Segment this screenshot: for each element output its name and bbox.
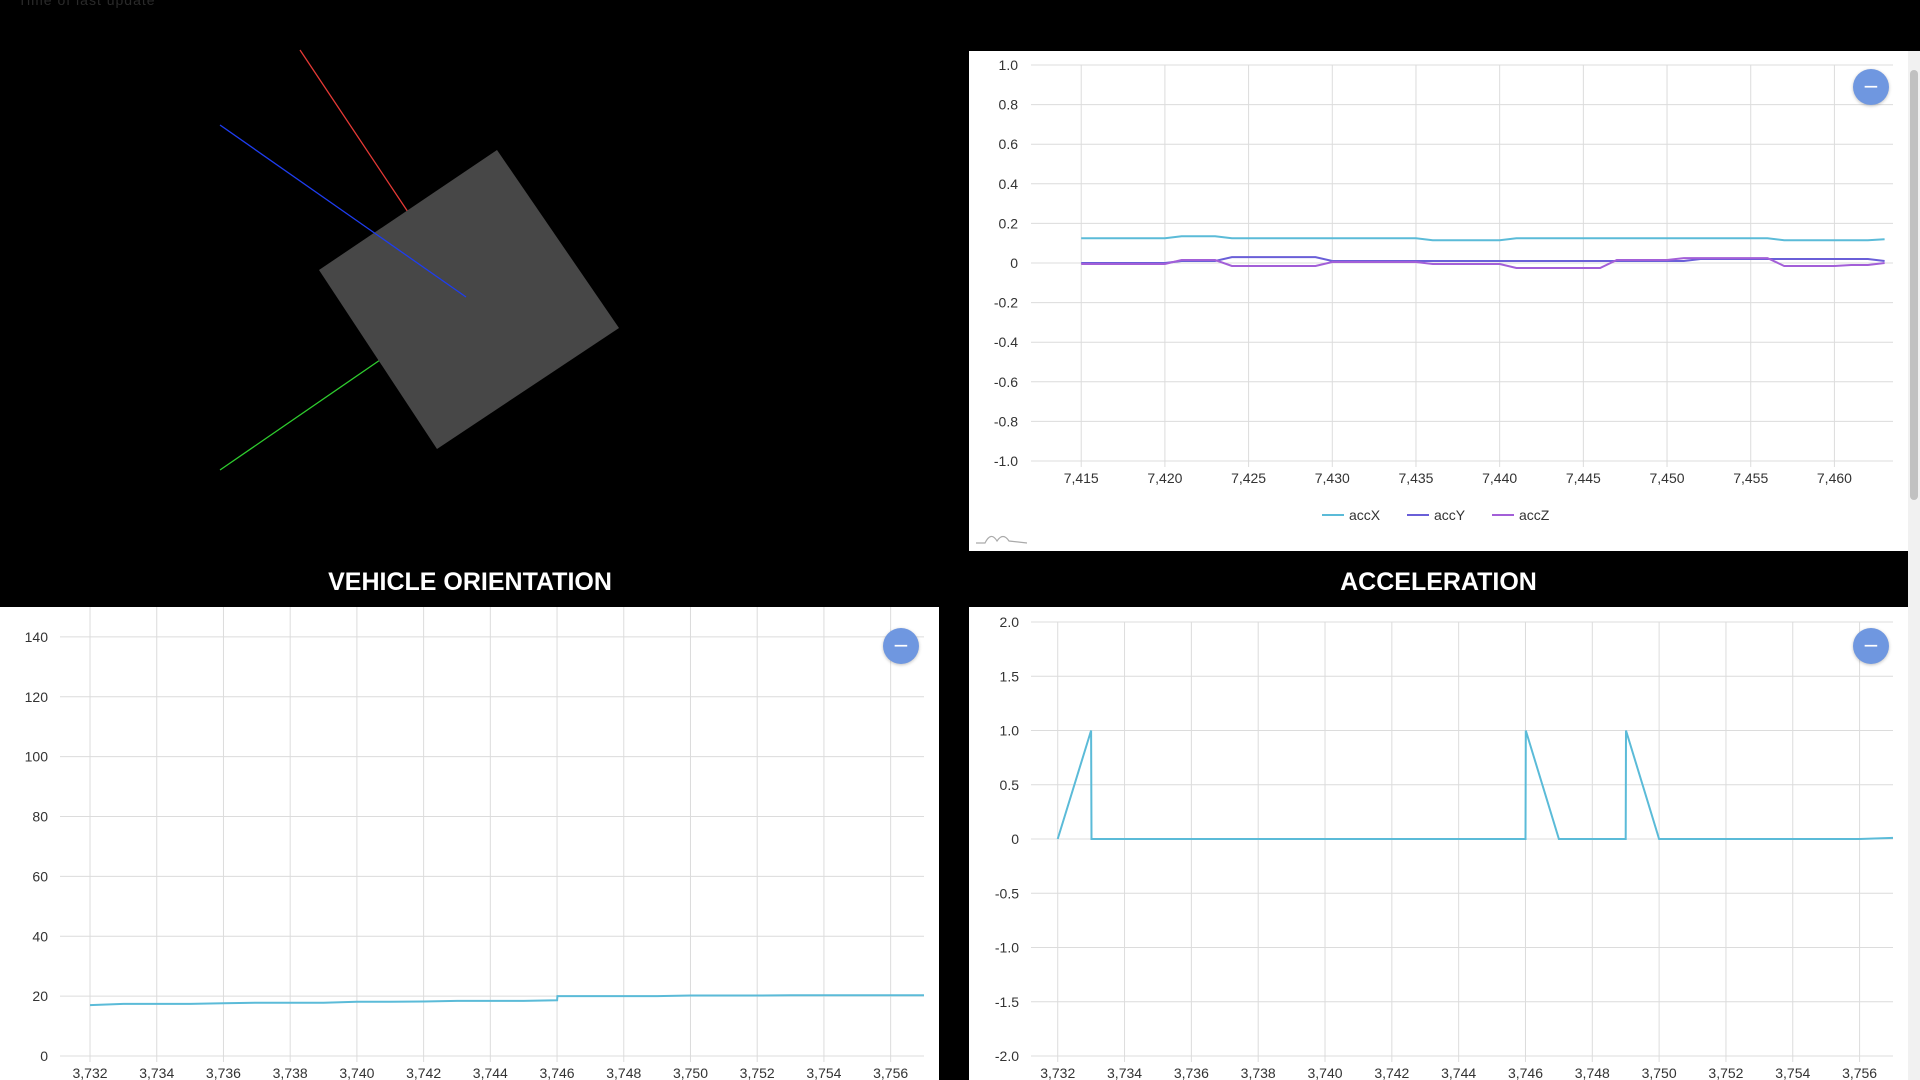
y-tick-label: 20 [32, 988, 48, 1004]
x-tick-label: 7,445 [1566, 470, 1601, 486]
x-tick-label: 7,435 [1398, 470, 1433, 486]
orientation-3d-viewport[interactable] [0, 0, 940, 560]
z-axis-line [219, 359, 381, 471]
y-tick-label: -0.6 [994, 374, 1018, 390]
y-tick-label: -0.5 [995, 885, 1019, 901]
x-tick-label: 3,738 [1241, 1065, 1276, 1080]
y-tick-label: -0.8 [994, 413, 1018, 429]
y-tick-label: -0.2 [994, 295, 1018, 311]
x-tick-label: 3,738 [273, 1065, 308, 1080]
x-tick-label: 7,425 [1231, 470, 1266, 486]
y-tick-label: 0 [1011, 831, 1019, 847]
collapse-button-acc-xyz[interactable]: − [1853, 69, 1889, 105]
x-tick-label: 3,740 [339, 1065, 374, 1080]
x-tick-label: 3,748 [606, 1065, 641, 1080]
x-tick-label: 3,754 [1775, 1065, 1810, 1080]
y-tick-label: -1.0 [994, 453, 1018, 469]
vehicle-cube [319, 150, 619, 449]
y-tick-label: -1.5 [995, 994, 1019, 1010]
y-tick-label: 0.5 [1000, 777, 1020, 793]
y-tick-label: 140 [25, 629, 49, 645]
collapse-button-orientation[interactable]: − [883, 628, 919, 664]
y-tick-label: 0 [1010, 255, 1018, 271]
y-tick-label: 60 [32, 868, 48, 884]
x-tick-label: 3,736 [206, 1065, 241, 1080]
acceleration-chart: 2.0 1.5 1.0 0.5 0 -0.5 -1.0 -1.5 -2.0 3,732 3,734 3… [995, 614, 1894, 1080]
last-update-caption: Time of last update [18, 0, 156, 8]
x-tick-label: 3,734 [139, 1065, 174, 1080]
y-tick-label: 1.0 [999, 57, 1019, 73]
y-tick-label: 100 [25, 749, 49, 765]
x-tick-label: 3,736 [1174, 1065, 1209, 1080]
y-tick-label: 80 [32, 809, 48, 825]
x-tick-label: 3,754 [806, 1065, 841, 1080]
x-tick-label: 3,746 [540, 1065, 575, 1080]
y-tick-label: 1.5 [1000, 668, 1020, 684]
x-tick-label: 3,756 [1842, 1065, 1877, 1080]
y-tick-label: 0.2 [999, 215, 1019, 231]
x-tick-label: 3,740 [1307, 1065, 1342, 1080]
y-tick-label: 0 [40, 1048, 48, 1064]
y-tick-label: 0.4 [999, 176, 1019, 192]
x-tick-label: 3,752 [1708, 1065, 1743, 1080]
x-tick-label: 7,430 [1315, 470, 1350, 486]
y-tick-label: 40 [32, 928, 48, 944]
y-tick-label: 2.0 [1000, 614, 1020, 630]
x-tick-label: 7,460 [1817, 470, 1852, 486]
vehicle-orientation-title: VEHICLE ORIENTATION [328, 568, 612, 596]
x-tick-label: 3,750 [673, 1065, 708, 1080]
x-tick-label: 3,742 [1374, 1065, 1409, 1080]
x-tick-label: 7,420 [1147, 470, 1182, 486]
legend-label-accX: accX [1349, 507, 1381, 523]
collapse-button-acceleration[interactable]: − [1853, 628, 1889, 664]
y-tick-label: 0.8 [999, 97, 1019, 113]
x-tick-label: 7,415 [1064, 470, 1099, 486]
x-tick-label: 3,732 [72, 1065, 107, 1080]
x-axis-line [299, 49, 409, 213]
y-tick-label: -1.0 [995, 940, 1019, 956]
chart-wave-icon [975, 529, 1029, 548]
y-axis-line [219, 124, 467, 298]
x-tick-label: 3,750 [1642, 1065, 1677, 1080]
orientation-chart-card: 140 120 100 80 60 40 20 0 3,732 3,734 3,736 3,738 3,… [0, 607, 939, 1080]
acc-xyz-chart-card: 1.0 0.8 0.6 0.4 0.2 0 -0.2 -0.4 -0.6 -0.8 -1.0 7,41… [969, 51, 1908, 551]
y-tick-label: 0.6 [999, 136, 1019, 152]
x-tick-label: 7,450 [1650, 470, 1685, 486]
series-line [1056, 730, 1894, 840]
page-scrollbar-thumb[interactable] [1910, 70, 1918, 500]
x-tick-label: 3,734 [1107, 1065, 1142, 1080]
x-tick-label: 3,744 [473, 1065, 508, 1080]
acc-xyz-chart: 1.0 0.8 0.6 0.4 0.2 0 -0.2 -0.4 -0.6 -0.8 -1.0 7,41… [994, 57, 1893, 523]
x-tick-label: 3,748 [1575, 1065, 1610, 1080]
orientation-chart: 140 120 100 80 60 40 20 0 3,732 3,734 3,736 3,738 3,… [25, 607, 924, 1080]
x-tick-label: 3,742 [406, 1065, 441, 1080]
orientation-3d-scene [219, 49, 619, 471]
acceleration-title: ACCELERATION [1340, 568, 1537, 596]
acceleration-chart-card: 2.0 1.5 1.0 0.5 0 -0.5 -1.0 -1.5 -2.0 3,732 3,734 3… [969, 607, 1908, 1080]
series-line-accZ [1081, 257, 1885, 269]
legend-label-accY: accY [1434, 507, 1466, 523]
legend-label-accZ: accZ [1519, 507, 1550, 523]
y-tick-label: -2.0 [995, 1048, 1019, 1064]
x-tick-label: 3,756 [873, 1065, 908, 1080]
y-tick-label: 120 [25, 689, 49, 705]
x-tick-label: 3,746 [1508, 1065, 1543, 1080]
x-tick-label: 3,752 [740, 1065, 775, 1080]
y-tick-label: -0.4 [994, 334, 1018, 350]
series-line [89, 994, 924, 1007]
x-tick-label: 3,732 [1040, 1065, 1075, 1080]
series-line-accX [1081, 235, 1885, 242]
x-tick-label: 3,744 [1441, 1065, 1476, 1080]
x-tick-label: 7,455 [1733, 470, 1768, 486]
x-tick-label: 7,440 [1482, 470, 1517, 486]
y-tick-label: 1.0 [1000, 723, 1020, 739]
